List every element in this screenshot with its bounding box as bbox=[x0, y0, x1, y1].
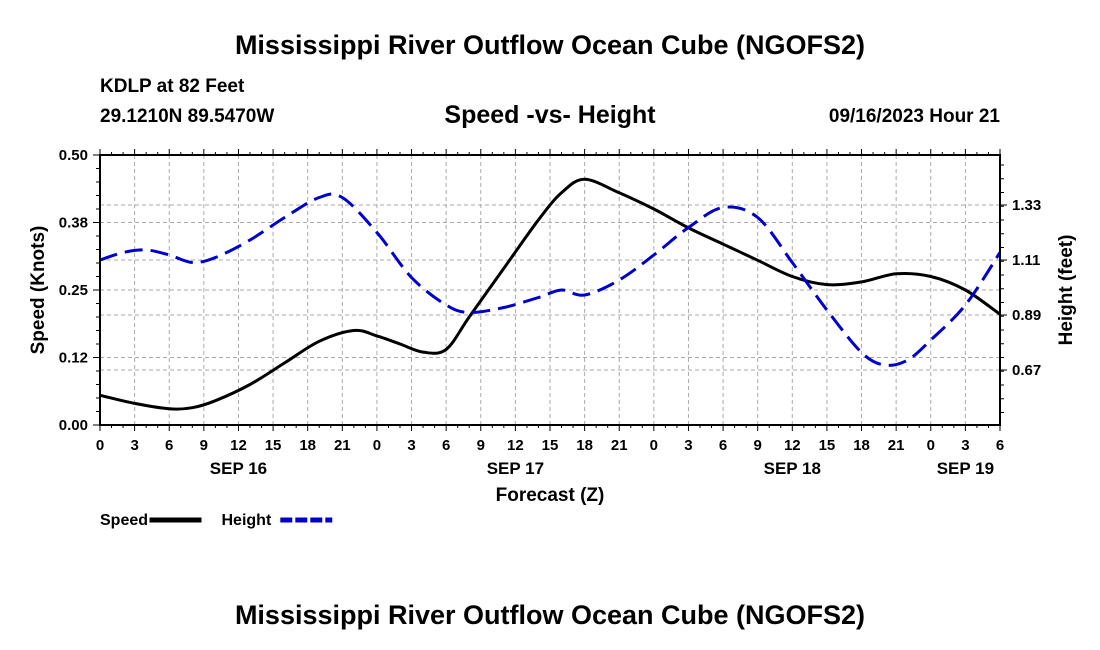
x-tick-label: 3 bbox=[407, 437, 415, 454]
forecast-datetime: 09/16/2023 Hour 21 bbox=[828, 106, 1000, 127]
station-label: KDLP at 82 Feet bbox=[100, 76, 245, 97]
x-tick-label: 6 bbox=[165, 437, 173, 454]
legend-label-height: Height bbox=[222, 512, 272, 529]
x-tick-label: 3 bbox=[130, 437, 138, 454]
x-tick-label: 3 bbox=[961, 437, 969, 454]
y-right-tick-label: 0.67 bbox=[1012, 362, 1041, 379]
y-left-tick-label: 0.25 bbox=[59, 282, 88, 299]
y-right-tick-label: 1.11 bbox=[1012, 252, 1040, 269]
x-tick-label: 12 bbox=[230, 437, 247, 454]
series-line-speed bbox=[100, 177, 1000, 411]
x-tick-label: 15 bbox=[542, 437, 559, 454]
y-left-tick-label: 0.50 bbox=[59, 147, 88, 164]
x-tick-label: 12 bbox=[784, 437, 801, 454]
date-label: SEP 16 bbox=[210, 459, 267, 478]
y-right-tick-label: 0.89 bbox=[1012, 307, 1041, 324]
legend-label-speed: Speed bbox=[100, 512, 148, 529]
axis-layer: 0 3 6 9 12 15 18 21 0 3 6 9 12 15 18 21 0 3 6 9 12 15 18 21 0 3 6 0… bbox=[28, 147, 1077, 506]
x-tick-label: 18 bbox=[853, 437, 870, 454]
chart-subtitle: Speed -vs- Height bbox=[444, 101, 656, 129]
footer-title: Mississippi River Outflow Ocean Cube (NG… bbox=[234, 600, 866, 630]
main-title: Mississippi River Outflow Ocean Cube (NG… bbox=[234, 30, 866, 60]
x-tick-label: 12 bbox=[507, 437, 524, 454]
grid-layer bbox=[100, 155, 1000, 425]
y-left-tick-label: 0.00 bbox=[59, 417, 88, 434]
x-tick-label: 9 bbox=[477, 437, 485, 454]
x-tick-label: 18 bbox=[576, 437, 593, 454]
x-tick-label: 9 bbox=[754, 437, 762, 454]
series-line-height bbox=[100, 192, 1000, 367]
y-left-axis-title: Speed (Knots) bbox=[28, 226, 49, 355]
x-tick-label: 15 bbox=[265, 437, 282, 454]
y-right-axis-title: Height (feet) bbox=[1056, 235, 1077, 346]
y-right-tick-label: 1.33 bbox=[1012, 197, 1041, 214]
date-label: SEP 18 bbox=[764, 459, 821, 478]
x-tick-label: 0 bbox=[373, 437, 381, 454]
y-left-tick-label: 0.38 bbox=[59, 215, 88, 232]
x-tick-label: 3 bbox=[684, 437, 692, 454]
x-axis-title: Forecast (Z) bbox=[496, 485, 605, 506]
legend: Speed Height bbox=[100, 512, 333, 529]
x-tick-label: 15 bbox=[819, 437, 836, 454]
x-tick-label: 6 bbox=[442, 437, 450, 454]
x-tick-label: 0 bbox=[96, 437, 104, 454]
date-label: SEP 19 bbox=[937, 459, 994, 478]
x-tick-label: 21 bbox=[888, 437, 905, 454]
series-layer bbox=[100, 177, 1000, 411]
x-tick-label: 18 bbox=[299, 437, 316, 454]
speed-height-chart: 0 3 6 9 12 15 18 21 0 3 6 9 12 15 18 21 0 3 6 9 12 15 18 21 0 3 6 0… bbox=[28, 147, 1077, 529]
x-tick-label: 6 bbox=[996, 437, 1004, 454]
y-left-tick-label: 0.12 bbox=[59, 350, 88, 367]
x-tick-label: 0 bbox=[650, 437, 658, 454]
x-tick-label: 9 bbox=[200, 437, 208, 454]
x-tick-label: 6 bbox=[719, 437, 727, 454]
date-label: SEP 17 bbox=[487, 459, 544, 478]
x-tick-label: 21 bbox=[611, 437, 628, 454]
coordinates-label: 29.1210N 89.5470W bbox=[100, 106, 275, 127]
x-tick-label: 0 bbox=[927, 437, 935, 454]
x-tick-label: 21 bbox=[334, 437, 351, 454]
